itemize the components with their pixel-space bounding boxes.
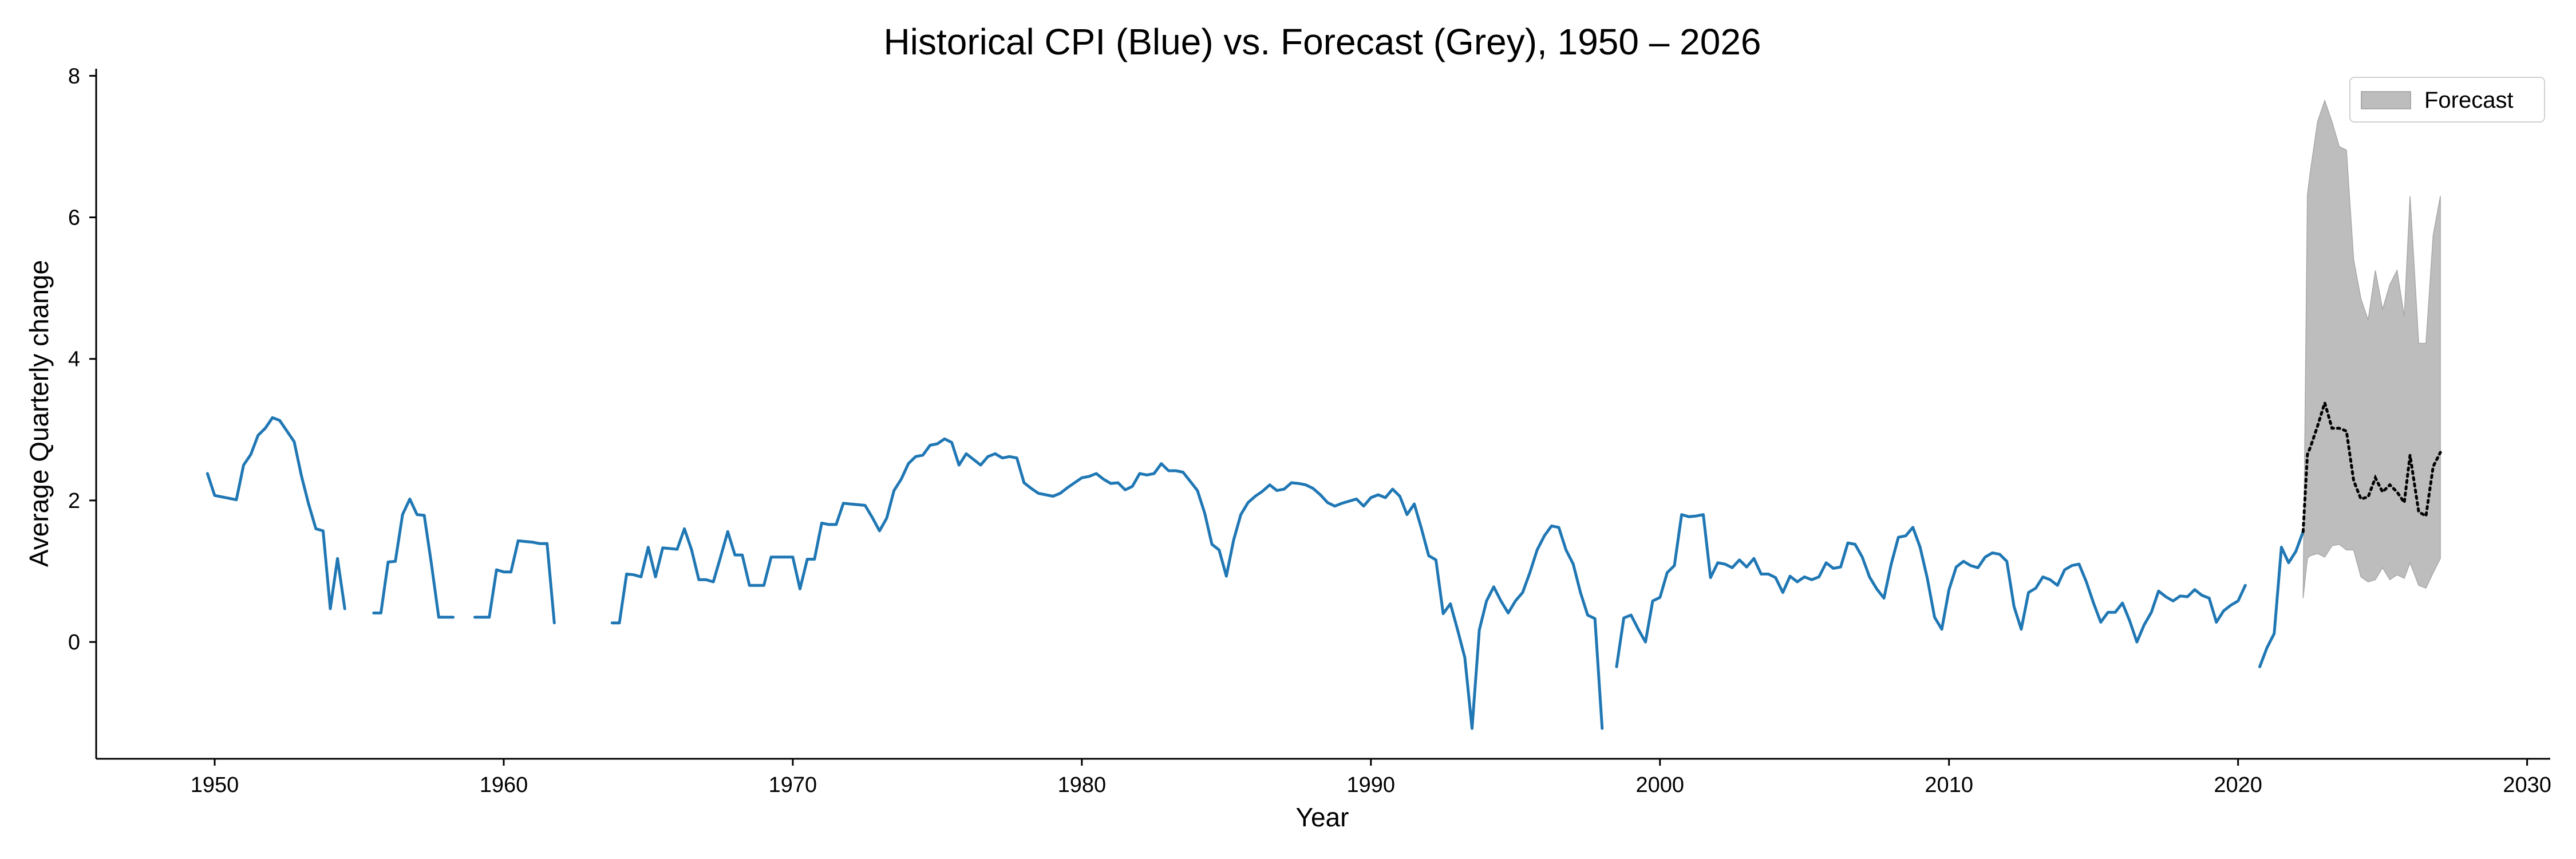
y-tick-label: 4	[68, 348, 80, 372]
y-tick-label: 6	[68, 206, 80, 230]
historical-cpi-line	[610, 437, 1604, 730]
x-tick-label: 2000	[1635, 773, 1684, 797]
x-tick-label: 2010	[1925, 773, 1973, 797]
chart-title: Historical CPI (Blue) vs. Forecast (Grey…	[884, 21, 1761, 62]
y-tick-label: 8	[68, 64, 80, 88]
legend-frame	[2349, 77, 2545, 123]
x-tick-label: 2020	[2214, 773, 2262, 797]
historical-cpi-line	[2258, 530, 2305, 668]
x-tick-label: 1980	[1058, 773, 1107, 797]
x-tick-label: 1990	[1347, 773, 1396, 797]
y-tick-label: 2	[68, 489, 80, 513]
historical-cpi-line	[473, 539, 556, 625]
historical-cpi-line	[1615, 513, 2247, 668]
y-axis-label: Average Quarterly change	[24, 260, 54, 567]
legend-swatch	[2361, 91, 2411, 109]
x-tick-label: 1970	[769, 773, 817, 797]
historical-cpi-line	[206, 416, 346, 610]
forecast-band	[2302, 99, 2441, 598]
x-axis-label: Year	[1296, 802, 1349, 832]
forecast-mean-line	[2301, 397, 2442, 533]
x-tick-label: 2030	[2503, 773, 2551, 797]
y-tick-label: 0	[68, 631, 80, 655]
x-tick-label: 1960	[480, 773, 528, 797]
legend: Forecast	[2349, 77, 2545, 123]
legend-label: Forecast	[2424, 88, 2514, 113]
x-tick-label: 1950	[191, 773, 239, 797]
historical-cpi-line	[372, 497, 455, 619]
